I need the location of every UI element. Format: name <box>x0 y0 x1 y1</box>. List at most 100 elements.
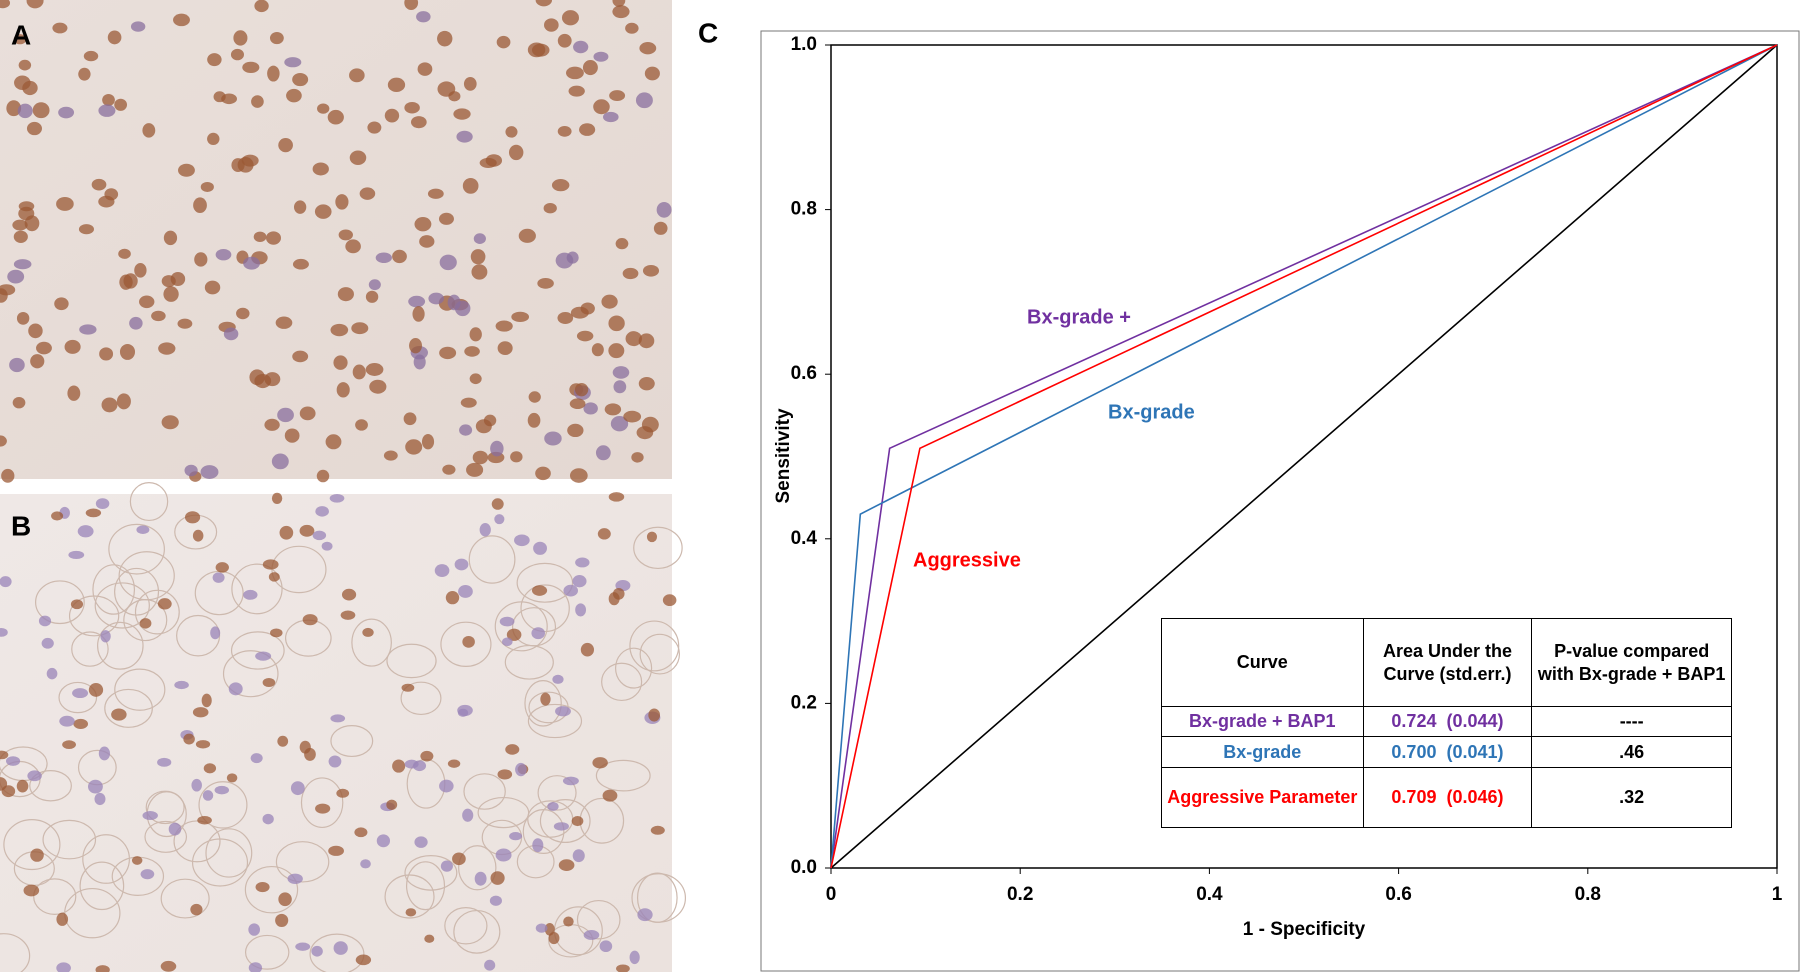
nucleus <box>531 627 546 640</box>
nucleus <box>345 239 361 254</box>
cell-outline <box>114 668 166 711</box>
nucleus <box>327 109 344 125</box>
cell-outline <box>275 841 330 883</box>
cell-outline <box>108 523 165 575</box>
nucleus <box>287 873 303 884</box>
nucleus <box>284 57 302 68</box>
nucleus <box>401 683 415 692</box>
nucleus <box>440 860 453 872</box>
nucleus <box>456 130 473 143</box>
cell-outline <box>520 584 570 633</box>
nucleus <box>656 201 672 218</box>
nucleus <box>56 962 71 972</box>
nucleus <box>438 212 454 225</box>
nucleus <box>499 616 515 627</box>
nucleus <box>204 280 221 295</box>
nucleus <box>569 398 586 410</box>
cell-outline <box>458 845 497 891</box>
panel-label: C <box>698 17 718 48</box>
nucleus <box>573 40 589 54</box>
nucleus <box>131 856 143 865</box>
nucleus <box>207 53 222 67</box>
nucleus <box>62 740 76 750</box>
nucleus <box>329 493 345 503</box>
nucleus <box>178 163 195 177</box>
nucleus <box>459 424 473 436</box>
nucleus <box>471 264 488 280</box>
y-tick-label: 1.0 <box>791 34 817 55</box>
nucleus <box>271 492 283 504</box>
nucleus <box>233 30 248 46</box>
nucleus <box>528 391 541 403</box>
nucleus <box>27 770 42 782</box>
cell-outline <box>440 621 492 667</box>
nucleus <box>413 760 427 772</box>
cell-outline <box>468 535 516 584</box>
nucleus <box>557 125 572 137</box>
nucleus <box>0 435 7 447</box>
cell-outline <box>636 872 678 923</box>
nucleus <box>543 202 557 214</box>
nucleus <box>142 123 156 138</box>
nucleus <box>139 295 155 309</box>
nucleus <box>622 267 639 280</box>
cell-text: .46 <box>1619 741 1645 762</box>
nucleus <box>417 62 433 76</box>
nucleus <box>608 315 625 332</box>
cell-outline <box>82 834 130 884</box>
cell-outline <box>300 777 344 829</box>
cell-outline <box>114 567 160 616</box>
nucleus <box>489 895 502 906</box>
panel-frame <box>760 30 1800 972</box>
nucleus <box>552 674 564 684</box>
nucleus <box>299 740 311 754</box>
nucleus <box>420 750 434 762</box>
nucleus <box>359 187 376 200</box>
nucleus <box>567 423 584 438</box>
nucleus <box>644 66 660 81</box>
roc-curve <box>830 44 1778 869</box>
nucleus <box>336 382 350 398</box>
nucleus <box>0 627 8 637</box>
panel-label: B <box>11 510 31 541</box>
nucleus <box>404 0 419 11</box>
cell-outline <box>129 482 169 522</box>
nucleus <box>58 106 75 119</box>
cell-outline <box>384 874 435 919</box>
nucleus <box>242 61 260 74</box>
nucleus <box>0 750 9 760</box>
nucleus <box>405 439 423 455</box>
nucleus <box>574 382 589 397</box>
nucleus <box>557 312 574 324</box>
nucleus <box>168 822 182 836</box>
nucleus <box>572 575 587 588</box>
nucleus <box>447 294 461 311</box>
nucleus <box>203 763 217 774</box>
nucleus <box>118 248 131 259</box>
nucleus <box>275 316 293 329</box>
nucleus <box>653 221 668 235</box>
nucleus <box>88 682 104 697</box>
nucleus <box>650 825 665 835</box>
y-tick-label: 0.6 <box>791 363 817 384</box>
nucleus <box>570 306 589 319</box>
nucleus <box>134 263 147 278</box>
nucleus <box>416 11 431 23</box>
x-tick-label: 0.2 <box>1007 884 1033 905</box>
header-cell: P-value compared with Bx-grade + BAP1 <box>1531 618 1732 707</box>
nucleus <box>54 297 69 311</box>
nucleus <box>475 419 492 434</box>
nucleus <box>255 881 270 893</box>
nucleus <box>16 779 29 793</box>
nucleus <box>212 572 225 583</box>
y-tick-label: 0.8 <box>791 199 817 220</box>
nucleus <box>612 587 625 600</box>
nucleus <box>226 773 238 783</box>
cell-outline <box>444 907 488 945</box>
nucleus <box>602 789 618 802</box>
table-cell: 0.709 (0.046) <box>1362 767 1533 828</box>
curve-label: Bx-grade <box>1108 401 1195 423</box>
cell-text: Bx-grade + BAP1 <box>1189 711 1336 732</box>
nucleus <box>142 810 158 821</box>
nucleus <box>610 416 629 432</box>
